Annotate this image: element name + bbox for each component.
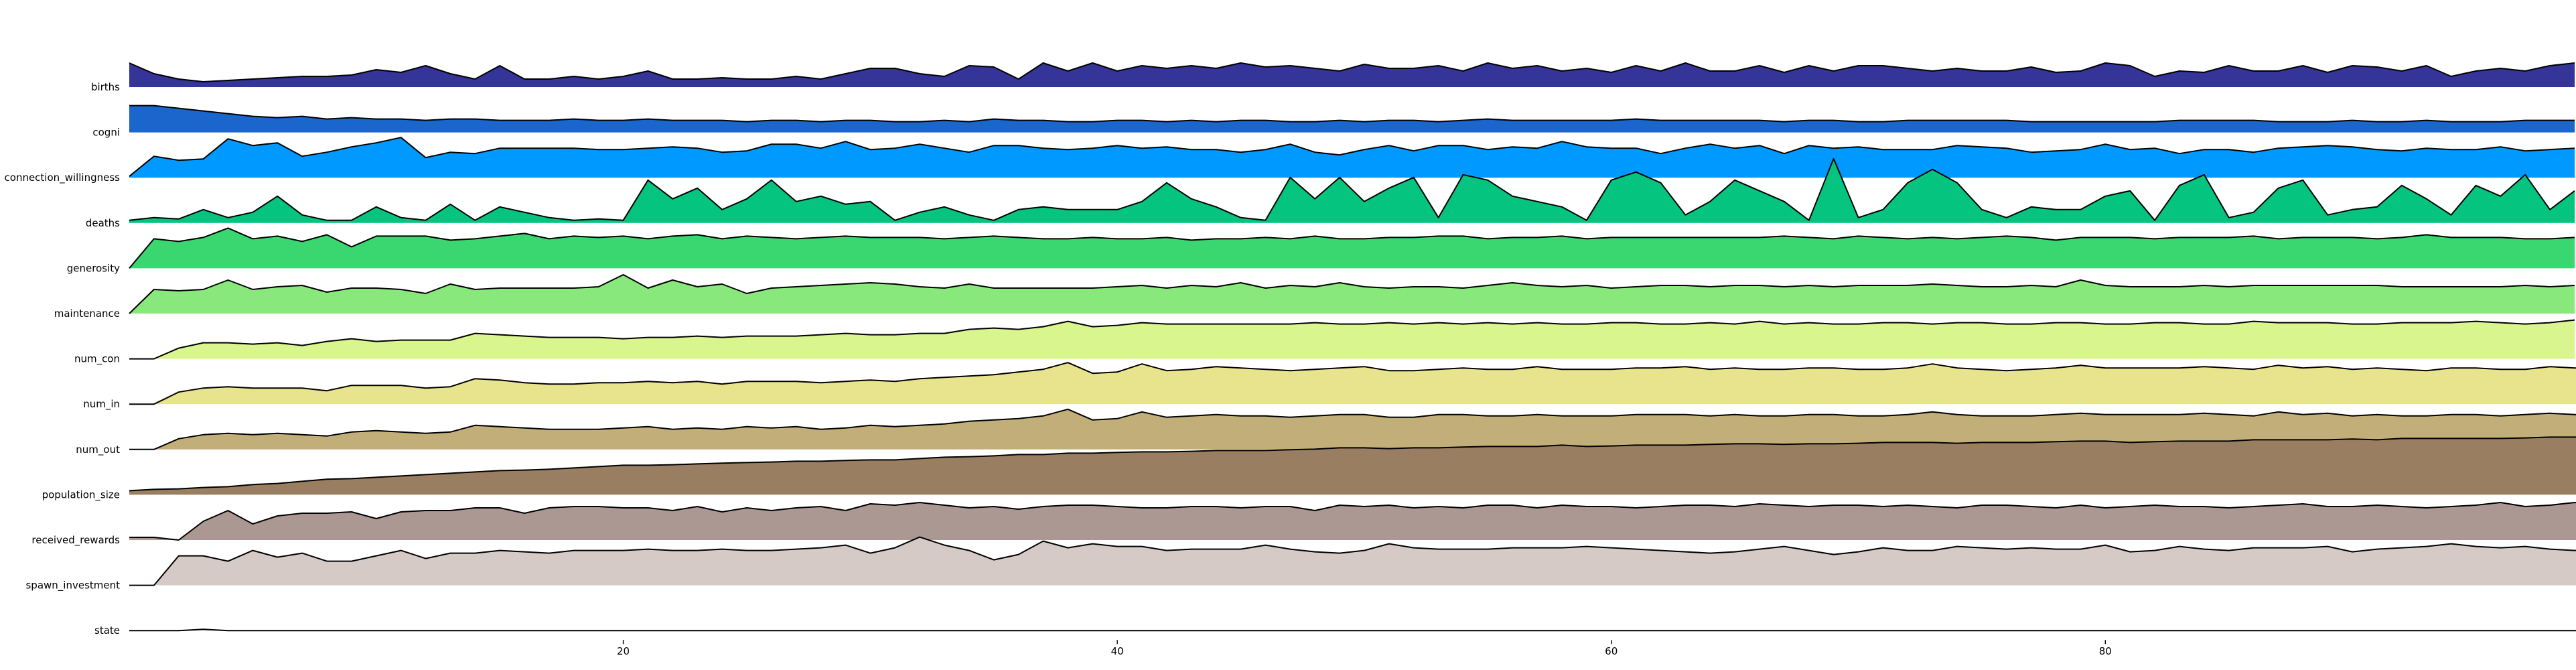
x-axis: 20 40 60 80	[617, 640, 2112, 657]
ridge-line-deaths	[129, 157, 2575, 221]
x-tick-label: 20	[617, 645, 630, 657]
ridge-line-num_con	[129, 319, 2575, 360]
ridge-label-maintenance: maintenance	[54, 308, 120, 320]
x-tick-label: 80	[2099, 645, 2112, 657]
ridge-label-received_rewards: received_rewards	[31, 534, 120, 547]
ridge-area-cogni	[129, 105, 2575, 133]
ridge-area-spawn_investment	[129, 537, 2576, 586]
ridge-line-spawn_investment	[129, 536, 2576, 586]
ridge-area-connection_willingness	[129, 137, 2575, 178]
ridge-line-num_in	[129, 362, 2576, 405]
ridge-label-num_out: num_out	[76, 444, 120, 456]
ridge-line-births	[129, 62, 2575, 82]
ridge-line-maintenance	[129, 274, 2575, 314]
ridge-label-population_size: population_size	[42, 488, 120, 501]
ridge-area-population_size	[129, 437, 2576, 495]
ridge-area-num_out	[129, 409, 2576, 450]
x-tick-label: 60	[1605, 645, 1618, 657]
ridge-area-generosity	[129, 228, 2575, 269]
ridge-line-state	[129, 628, 2576, 632]
ridge-label-spawn_investment: spawn_investment	[25, 580, 120, 592]
ridge-area-num_con	[129, 320, 2575, 359]
ridge-label-births: births	[91, 81, 120, 93]
ridge-area-num_in	[129, 362, 2576, 405]
ridge-area-maintenance	[129, 275, 2575, 314]
ridge-label-cogni: cogni	[92, 127, 120, 139]
x-tick-label: 40	[1111, 645, 1124, 657]
ridge-label-num_con: num_con	[74, 353, 120, 366]
ridge-line-received_rewards	[129, 502, 2576, 541]
ridges	[129, 62, 2576, 632]
ridge-line-cogni	[129, 105, 2575, 123]
ridge-label-generosity: generosity	[67, 262, 120, 274]
ridge-area-births	[129, 63, 2575, 87]
ridge-area-deaths	[129, 158, 2575, 223]
ridge-label-deaths: deaths	[86, 217, 120, 229]
ridge-label-state: state	[94, 624, 120, 636]
ridge-line-population_size	[129, 436, 2576, 492]
ridge-line-connection_willingness	[129, 137, 2575, 177]
ridge-line-generosity	[129, 227, 2575, 269]
ridge-label-connection_willingness: connection_willingness	[5, 172, 121, 184]
ridge-label-num_in: num_in	[83, 398, 120, 411]
ridge-area-received_rewards	[129, 503, 2576, 540]
ridge-line-num_out	[129, 408, 2576, 450]
